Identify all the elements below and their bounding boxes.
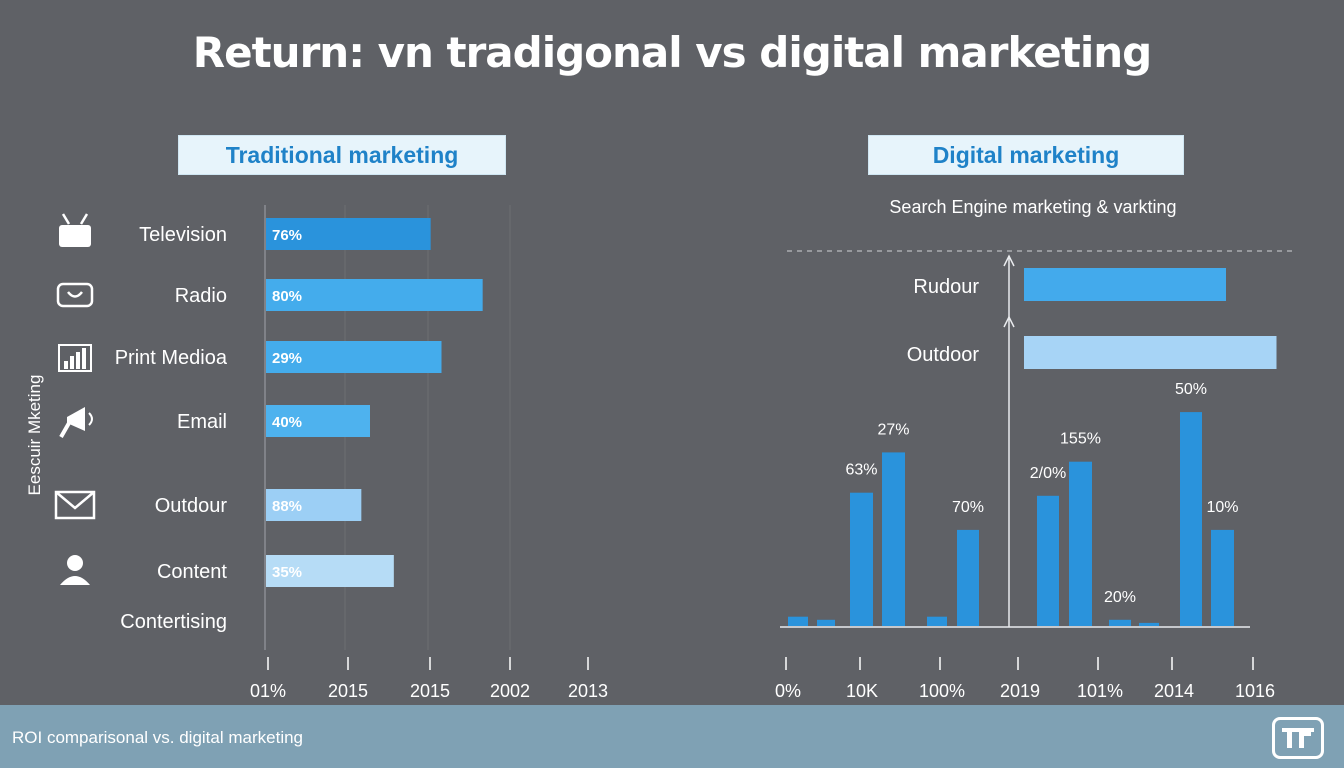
- vbar-4: [927, 616, 947, 626]
- category-label-email: Email: [177, 411, 227, 433]
- bar-value-label-outdour: 88%: [272, 498, 302, 515]
- bar-value-label-email: 40%: [272, 414, 302, 431]
- x-tick-label-3: 2019: [1000, 681, 1040, 701]
- x-tick-label-3: 2002: [490, 681, 530, 701]
- side-axis-label: Eescuir Mketing: [25, 375, 44, 496]
- vbar-6: [1037, 495, 1059, 626]
- vbar-11: [1211, 529, 1234, 626]
- traditional-marketing-label: Traditional marketing: [178, 135, 506, 175]
- bar-value-label-radio: 80%: [272, 288, 302, 305]
- bar-radio: [266, 279, 483, 311]
- x-tick-label-0: 0%: [775, 681, 801, 701]
- footer-bar: ROI comparisonal vs. digital marketing: [0, 705, 1344, 768]
- x-tick-label-4: 2013: [568, 681, 608, 701]
- category-label-content: Content: [157, 561, 227, 583]
- x-tick-label-5: 2014: [1154, 681, 1194, 701]
- tv-icon: [59, 213, 91, 247]
- bar-print-medioa: [266, 341, 442, 373]
- tablet-logo-icon: [1272, 717, 1324, 759]
- vbar-2: [850, 492, 873, 626]
- axis-arrow-mid: [1003, 315, 1015, 328]
- bar-value-label-print-medioa: 29%: [272, 350, 302, 367]
- vbar-value-label-7: 155%: [1060, 431, 1101, 448]
- hbar-outdoor: [1024, 336, 1277, 369]
- category-label-outdour: Outdour: [155, 495, 228, 517]
- vbar-value-label-11: 10%: [1206, 499, 1238, 516]
- vbar-5: [957, 529, 979, 626]
- axis-arrow-top: [1003, 254, 1015, 267]
- vbar-value-label-2: 63%: [845, 462, 877, 479]
- bar-value-label-television: 76%: [272, 227, 302, 244]
- digital-marketing-chart: Search Engine marketing & varkting Rudour…: [775, 197, 1295, 701]
- x-tick-label-0: 01%: [250, 681, 286, 701]
- category-label-television: Television: [139, 224, 227, 246]
- vbar-3: [882, 452, 905, 626]
- x-tick-label-1: 2015: [328, 681, 368, 701]
- vbar-value-label-3: 27%: [877, 421, 909, 438]
- megaphone-icon: [59, 407, 93, 438]
- vbar-8: [1109, 619, 1131, 626]
- envelope-icon: [54, 490, 96, 520]
- hbar-rudour: [1024, 268, 1226, 301]
- vbar-7: [1069, 461, 1092, 626]
- vbar-value-label-8: 20%: [1104, 589, 1136, 606]
- bar-value-label-content: 35%: [272, 564, 302, 581]
- x-tick-label-4: 101%: [1077, 681, 1123, 701]
- bar-television: [266, 218, 431, 250]
- vbar-value-label-10: 50%: [1175, 381, 1207, 398]
- x-tick-label-2: 2015: [410, 681, 450, 701]
- x-tick-label-1: 10K: [846, 681, 878, 701]
- page-title: Return: vn tradigonal vs digital marketi…: [192, 28, 1152, 77]
- category-label-contertising: Contertising: [120, 611, 227, 633]
- vbar-value-label-5: 70%: [952, 499, 984, 516]
- traditional-marketing-chart: Eescuir Mketing Television 76% Radio 80% Prin…: [25, 205, 608, 701]
- bar-email: [266, 405, 370, 437]
- vbar-0: [788, 616, 808, 626]
- x-tick-label-2: 100%: [919, 681, 965, 701]
- digital-subtitle: Search Engine marketing & varkting: [889, 197, 1176, 217]
- radio-icon: [56, 282, 94, 308]
- vbar-value-label-6: 2/0%: [1030, 465, 1066, 482]
- vbar-1: [817, 619, 835, 626]
- hbar-label-outdoor: Outdoor: [907, 344, 980, 366]
- footer-caption: ROI comparisonal vs. digital marketing: [12, 728, 304, 747]
- vbar-10: [1180, 412, 1202, 626]
- user-icon: [60, 555, 90, 585]
- vbar-9: [1139, 622, 1159, 626]
- digital-marketing-label: Digital marketing: [868, 135, 1184, 175]
- bar-content: [266, 555, 394, 587]
- hbar-label-rudour: Rudour: [913, 276, 979, 298]
- bar-outdour: [266, 489, 362, 521]
- category-label-print-medioa: Print Medioa: [115, 347, 228, 369]
- x-tick-label-6: 1016: [1235, 681, 1275, 701]
- bar-chart-icon: [58, 344, 92, 372]
- category-label-radio: Radio: [175, 285, 227, 307]
